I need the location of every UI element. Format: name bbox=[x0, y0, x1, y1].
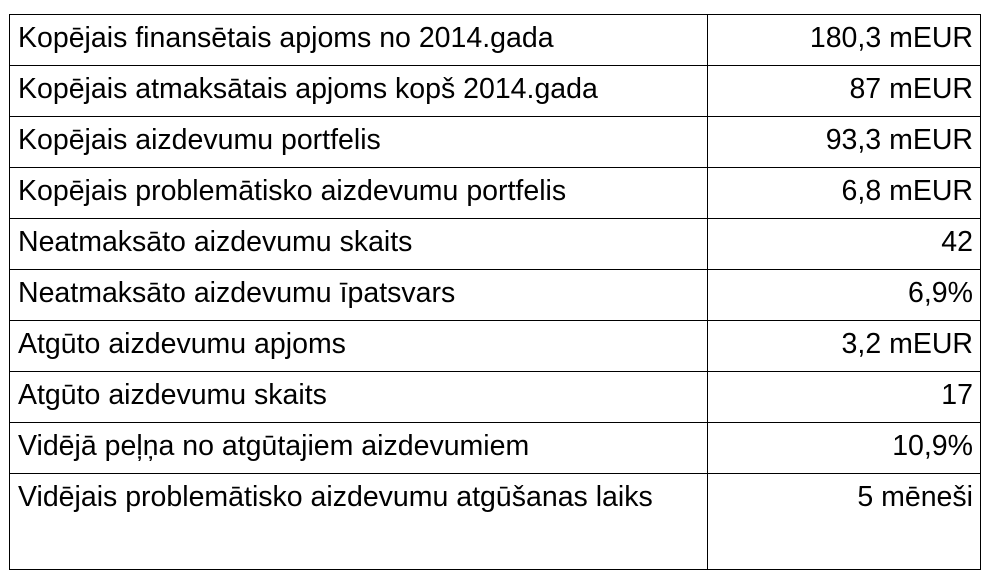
table-row: Kopējais finansētais apjoms no 2014.gada… bbox=[9, 14, 981, 66]
row-label: Kopējais aizdevumu portfelis bbox=[9, 116, 708, 168]
table-row: Kopējais problemātisko aizdevumu portfel… bbox=[9, 167, 981, 219]
row-label: Kopējais atmaksātais apjoms kopš 2014.ga… bbox=[9, 65, 708, 117]
table-row: Vidējā peļņa no atgūtajiem aizdevumiem 1… bbox=[9, 422, 981, 474]
row-label: Atgūto aizdevumu apjoms bbox=[9, 320, 708, 372]
row-label: Kopējais finansētais apjoms no 2014.gada bbox=[9, 14, 708, 66]
row-label: Vidējais problemātisko aizdevumu atgūšan… bbox=[9, 473, 708, 570]
row-label: Neatmaksāto aizdevumu skaits bbox=[9, 218, 708, 270]
table-row: Kopējais aizdevumu portfelis 93,3 mEUR bbox=[9, 116, 981, 168]
table-row: Vidējais problemātisko aizdevumu atgūšan… bbox=[9, 473, 981, 570]
row-value: 93,3 mEUR bbox=[707, 116, 981, 168]
row-label: Neatmaksāto aizdevumu īpatsvars bbox=[9, 269, 708, 321]
row-value: 3,2 mEUR bbox=[707, 320, 981, 372]
table-row: Neatmaksāto aizdevumu skaits 42 bbox=[9, 218, 981, 270]
row-value: 10,9% bbox=[707, 422, 981, 474]
row-label: Vidējā peļņa no atgūtajiem aizdevumiem bbox=[9, 422, 708, 474]
row-value: 17 bbox=[707, 371, 981, 423]
row-value: 180,3 mEUR bbox=[707, 14, 981, 66]
row-value: 87 mEUR bbox=[707, 65, 981, 117]
row-label: Atgūto aizdevumu skaits bbox=[9, 371, 708, 423]
row-value: 42 bbox=[707, 218, 981, 270]
row-value: 6,9% bbox=[707, 269, 981, 321]
row-label: Kopējais problemātisko aizdevumu portfel… bbox=[9, 167, 708, 219]
table-row: Atgūto aizdevumu apjoms 3,2 mEUR bbox=[9, 320, 981, 372]
row-value: 5 mēneši bbox=[707, 473, 981, 570]
statistics-table: Kopējais finansētais apjoms no 2014.gada… bbox=[9, 14, 981, 570]
table-row: Atgūto aizdevumu skaits 17 bbox=[9, 371, 981, 423]
table-row: Neatmaksāto aizdevumu īpatsvars 6,9% bbox=[9, 269, 981, 321]
row-value: 6,8 mEUR bbox=[707, 167, 981, 219]
table-row: Kopējais atmaksātais apjoms kopš 2014.ga… bbox=[9, 65, 981, 117]
